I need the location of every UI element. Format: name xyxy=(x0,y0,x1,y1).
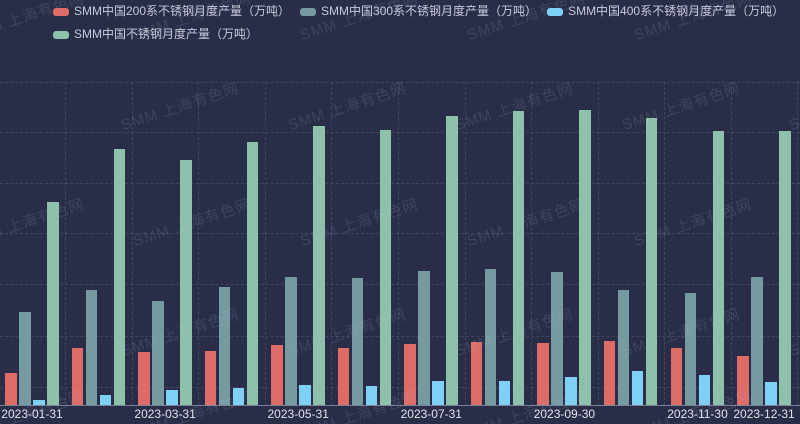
legend-row-1: SMM中国200系不锈钢月度产量（万吨） SMM中国300系不锈钢月度产量（万吨… xyxy=(53,3,784,20)
legend-label-400: SMM中国400系不锈钢月度产量（万吨） xyxy=(568,4,785,18)
x-axis-label-2023-12-31: 2023-12-31 xyxy=(733,407,795,421)
legend-label-total: SMM中国不锈钢月度产量（万吨） xyxy=(74,27,258,41)
gridline-vertical-0 xyxy=(65,82,67,405)
gridline-vertical-7 xyxy=(531,82,533,405)
bar-total-2023-07-31[interactable] xyxy=(446,115,458,405)
bar-s400-2023-02-28[interactable] xyxy=(99,394,112,405)
gridline-horizontal-1 xyxy=(0,132,800,133)
bar-s400-2023-04-30[interactable] xyxy=(232,387,245,405)
bar-s300-2023-11-30[interactable] xyxy=(684,292,696,405)
bar-s300-2023-05-31[interactable] xyxy=(285,276,297,405)
legend-swatch-200-icon xyxy=(53,7,69,16)
x-axis-label-2023-03-31: 2023-03-31 xyxy=(134,407,196,421)
bar-s200-2023-05-31[interactable] xyxy=(271,344,283,405)
gridline-horizontal-2 xyxy=(0,183,800,184)
legend-swatch-400-icon xyxy=(547,7,564,16)
gridline-vertical-1 xyxy=(131,82,133,405)
bar-s300-2023-01-31[interactable] xyxy=(19,311,31,405)
bar-s400-2023-06-30[interactable] xyxy=(365,385,378,405)
watermark-text: SMM 上海有色网 xyxy=(465,195,588,251)
bar-s200-2023-01-31[interactable] xyxy=(5,372,17,405)
bar-s200-2023-10-31[interactable] xyxy=(603,340,616,405)
legend-item-400-series[interactable]: SMM中国400系不锈钢月度产量（万吨） xyxy=(547,3,784,20)
bar-s200-2023-04-30[interactable] xyxy=(204,350,217,405)
watermark-text: SMM 上海有色网 xyxy=(0,195,87,251)
gridline-vertical-2 xyxy=(198,82,200,405)
bar-s200-2023-02-28[interactable] xyxy=(71,347,84,405)
bar-s300-2023-08-31[interactable] xyxy=(484,268,497,405)
bar-s200-2023-07-31[interactable] xyxy=(404,343,416,405)
gridline-vertical-8 xyxy=(597,82,599,405)
watermark-text: SMM 上海有色网 xyxy=(119,79,242,135)
gridline-horizontal-3 xyxy=(0,233,800,234)
x-axis-label-2023-11-30: 2023-11-30 xyxy=(667,407,728,421)
legend-item-total[interactable]: SMM中国不锈钢月度产量（万吨） xyxy=(53,26,258,43)
legend-label-300: SMM中国300系不锈钢月度产量（万吨） xyxy=(321,4,538,18)
bar-s200-2023-11-30[interactable] xyxy=(670,347,682,405)
watermark-text: SMM 上海有色网 xyxy=(620,79,743,135)
x-axis-label-2023-05-31: 2023-05-31 xyxy=(267,407,329,421)
bar-s400-2023-01-31[interactable] xyxy=(33,399,45,405)
bar-s200-2023-08-31[interactable] xyxy=(470,341,483,405)
gridline-vertical-6 xyxy=(464,82,466,405)
bar-total-2023-12-31[interactable] xyxy=(779,130,791,405)
watermark-text: SMM 上海有色网 xyxy=(286,79,409,135)
gridline-horizontal-5 xyxy=(0,336,800,337)
gridline-vertical-4 xyxy=(331,82,333,405)
bar-s200-2023-12-31[interactable] xyxy=(737,355,749,405)
x-axis-label-2023-09-30: 2023-09-30 xyxy=(533,407,596,421)
legend-swatch-total-icon xyxy=(53,30,69,39)
bar-s400-2023-03-31[interactable] xyxy=(166,389,178,405)
bar-total-2023-10-31[interactable] xyxy=(645,117,658,405)
gridline-horizontal-4 xyxy=(0,284,800,285)
legend-swatch-300-icon xyxy=(300,7,317,16)
bar-total-2023-05-31[interactable] xyxy=(313,125,325,405)
gridline-horizontal-0 xyxy=(0,82,800,83)
bar-s300-2023-06-30[interactable] xyxy=(351,277,364,405)
bar-s400-2023-11-30[interactable] xyxy=(698,374,710,405)
bar-s200-2023-06-30[interactable] xyxy=(337,347,350,405)
gridline-vertical-9 xyxy=(664,82,666,405)
bar-s400-2023-07-31[interactable] xyxy=(432,380,444,405)
bar-total-2023-06-30[interactable] xyxy=(379,129,392,405)
bar-total-2023-04-30[interactable] xyxy=(246,141,259,405)
legend-item-200-series[interactable]: SMM中国200系不锈钢月度产量（万吨） xyxy=(53,3,290,20)
bar-s300-2023-10-31[interactable] xyxy=(617,289,630,405)
x-axis-line xyxy=(0,405,800,406)
gridline-vertical-10 xyxy=(730,82,732,405)
x-axis-label-2023-07-31: 2023-07-31 xyxy=(400,407,462,421)
bar-total-2023-08-31[interactable] xyxy=(512,110,525,405)
bar-s200-2023-03-31[interactable] xyxy=(138,351,150,405)
bar-s300-2023-12-31[interactable] xyxy=(751,276,763,405)
bar-s400-2023-10-31[interactable] xyxy=(631,370,644,405)
bar-s300-2023-02-28[interactable] xyxy=(85,289,98,405)
bar-s400-2023-12-31[interactable] xyxy=(765,381,777,405)
gridline-vertical-11 xyxy=(797,82,799,405)
gridline-vertical-5 xyxy=(398,82,400,405)
legend-item-300-series[interactable]: SMM中国300系不锈钢月度产量（万吨） xyxy=(300,3,537,20)
watermark-text: SMM 上海有色网 xyxy=(131,195,254,251)
gridline-vertical-3 xyxy=(264,82,266,405)
bar-total-2023-02-28[interactable] xyxy=(113,148,126,405)
bar-s300-2023-09-30[interactable] xyxy=(551,271,563,405)
legend-label-200: SMM中国200系不锈钢月度产量（万吨） xyxy=(74,4,291,18)
bar-total-2023-03-31[interactable] xyxy=(180,159,192,405)
bar-s400-2023-08-31[interactable] xyxy=(498,380,511,405)
bar-total-2023-11-30[interactable] xyxy=(712,130,724,405)
bar-s400-2023-09-30[interactable] xyxy=(565,376,577,405)
bar-s300-2023-03-31[interactable] xyxy=(152,300,164,405)
bar-total-2023-09-30[interactable] xyxy=(579,109,591,405)
gridline-horizontal-6 xyxy=(0,387,800,388)
bar-s300-2023-07-31[interactable] xyxy=(418,270,430,405)
bar-s300-2023-04-30[interactable] xyxy=(218,286,231,405)
bar-s400-2023-05-31[interactable] xyxy=(299,384,311,405)
legend-row-2: SMM中国不锈钢月度产量（万吨） xyxy=(53,26,258,43)
bar-s200-2023-09-30[interactable] xyxy=(537,342,549,405)
x-axis-label-2023-01-31: 2023-01-31 xyxy=(1,407,63,421)
bar-total-2023-01-31[interactable] xyxy=(47,201,59,405)
